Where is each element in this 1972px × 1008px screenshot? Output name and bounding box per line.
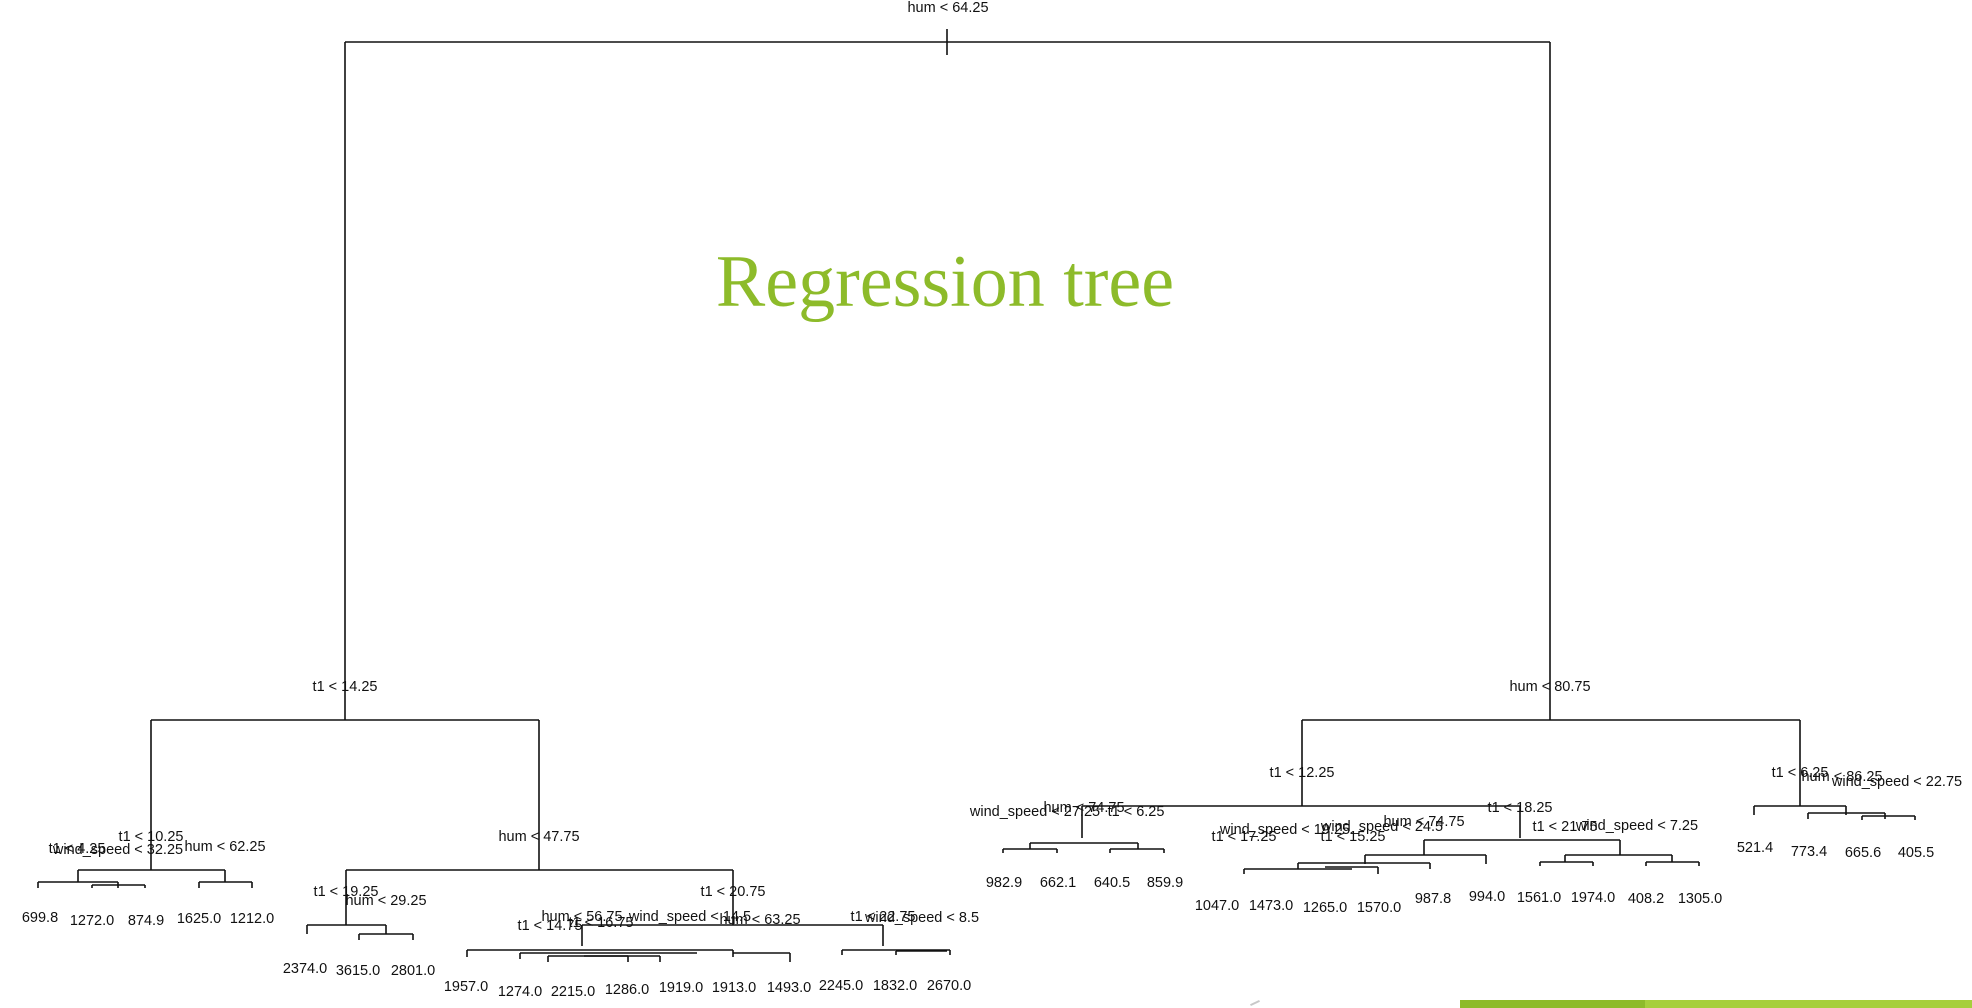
leaf-value: 640.5 <box>1094 875 1130 891</box>
leaf-value: 874.9 <box>128 913 164 929</box>
leaf-value: 987.8 <box>1415 891 1451 907</box>
split-label: hum < 86.25 <box>1801 769 1882 785</box>
split-label: wind_speed < 24.5 <box>1320 819 1443 835</box>
leaf-value: 1974.0 <box>1571 890 1615 906</box>
accent-bar-highlight <box>1645 1000 1972 1008</box>
split-label: hum < 29.25 <box>345 893 426 909</box>
leaf-value: 1625.0 <box>177 911 221 927</box>
leaf-value: 1919.0 <box>659 980 703 996</box>
split-label: hum < 63.25 <box>719 912 800 928</box>
leaf-value: 859.9 <box>1147 875 1183 891</box>
leaf-value: 408.2 <box>1628 891 1664 907</box>
leaf-value: 405.5 <box>1898 845 1934 861</box>
split-label: wind_speed < 27.25 <box>969 804 1100 820</box>
split-label: t1 < 10.25 <box>119 829 184 845</box>
split-label: wind_speed < 22.75 <box>1831 774 1962 790</box>
leaf-value: 773.4 <box>1791 844 1827 860</box>
leaf-value: 2374.0 <box>283 961 327 977</box>
leaf-value: 2801.0 <box>391 963 435 979</box>
leaf-value: 1473.0 <box>1249 898 1293 914</box>
split-label: t1 < 21.75 <box>1533 819 1598 835</box>
split-label: t1 < 18.25 <box>1488 800 1553 816</box>
leaf-value: 982.9 <box>986 875 1022 891</box>
leaf-value: 1265.0 <box>1303 900 1347 916</box>
split-label: hum < 74.75 <box>1043 800 1124 816</box>
leaf-value: 1274.0 <box>498 984 542 1000</box>
split-label: t1 < 4.25 <box>49 841 106 857</box>
split-label: hum < 80.75 <box>1509 679 1590 695</box>
split-label: wind_speed < 8.5 <box>864 910 979 926</box>
split-label: wind_speed < 14.5 <box>628 909 751 925</box>
split-label: t1 < 16.75 <box>569 915 634 931</box>
split-label: t1 < 12.25 <box>1270 765 1335 781</box>
split-label: t1 < 20.75 <box>701 884 766 900</box>
leaf-value: 1286.0 <box>605 982 649 998</box>
split-label: t1 < 6.25 <box>1108 804 1165 820</box>
leaf-value: 1913.0 <box>712 980 756 996</box>
leaf-value: 994.0 <box>1469 889 1505 905</box>
leaf-value: 1212.0 <box>230 911 274 927</box>
split-label: t1 < 15.25 <box>1321 829 1386 845</box>
leaf-value: 2245.0 <box>819 978 863 994</box>
split-label: t1 < 17.25 <box>1212 829 1277 845</box>
leaf-value: 665.6 <box>1845 845 1881 861</box>
split-label: t1 < 14.25 <box>313 679 378 695</box>
leaf-value: 3615.0 <box>336 963 380 979</box>
split-label: t1 < 22.75 <box>851 909 916 925</box>
leaf-value: 699.8 <box>22 910 58 926</box>
split-label: t1 < 6.25 <box>1772 765 1829 781</box>
leaf-value: 1493.0 <box>767 980 811 996</box>
split-label: t1 < 19.25 <box>314 884 379 900</box>
leaf-value: 521.4 <box>1737 840 1773 856</box>
split-label: hum < 56.75 <box>541 909 622 925</box>
leaf-value: 1305.0 <box>1678 891 1722 907</box>
leaf-value: 1832.0 <box>873 978 917 994</box>
split-label: hum < 64.25 <box>907 0 988 16</box>
leaf-value: 1047.0 <box>1195 898 1239 914</box>
split-label: wind_speed < 19.25 <box>1219 822 1350 838</box>
split-label: wind_speed < 32.25 <box>52 842 183 858</box>
slide-title: Regression tree <box>715 241 1175 323</box>
split-label: hum < 47.75 <box>498 829 579 845</box>
leaf-value: 1272.0 <box>70 913 114 929</box>
leaf-value: 1561.0 <box>1517 890 1561 906</box>
split-label: t1 < 14.75 <box>518 918 583 934</box>
leaf-value: 662.1 <box>1040 875 1076 891</box>
leaf-value: 2670.0 <box>927 978 971 994</box>
leaf-value: 2215.0 <box>551 984 595 1000</box>
leaf-value: 1570.0 <box>1357 900 1401 916</box>
split-label: hum < 74.75 <box>1383 814 1464 830</box>
split-label: hum < 62.25 <box>184 839 265 855</box>
split-label: wind_speed < 7.25 <box>1575 818 1698 834</box>
leaf-value: 1957.0 <box>444 979 488 995</box>
